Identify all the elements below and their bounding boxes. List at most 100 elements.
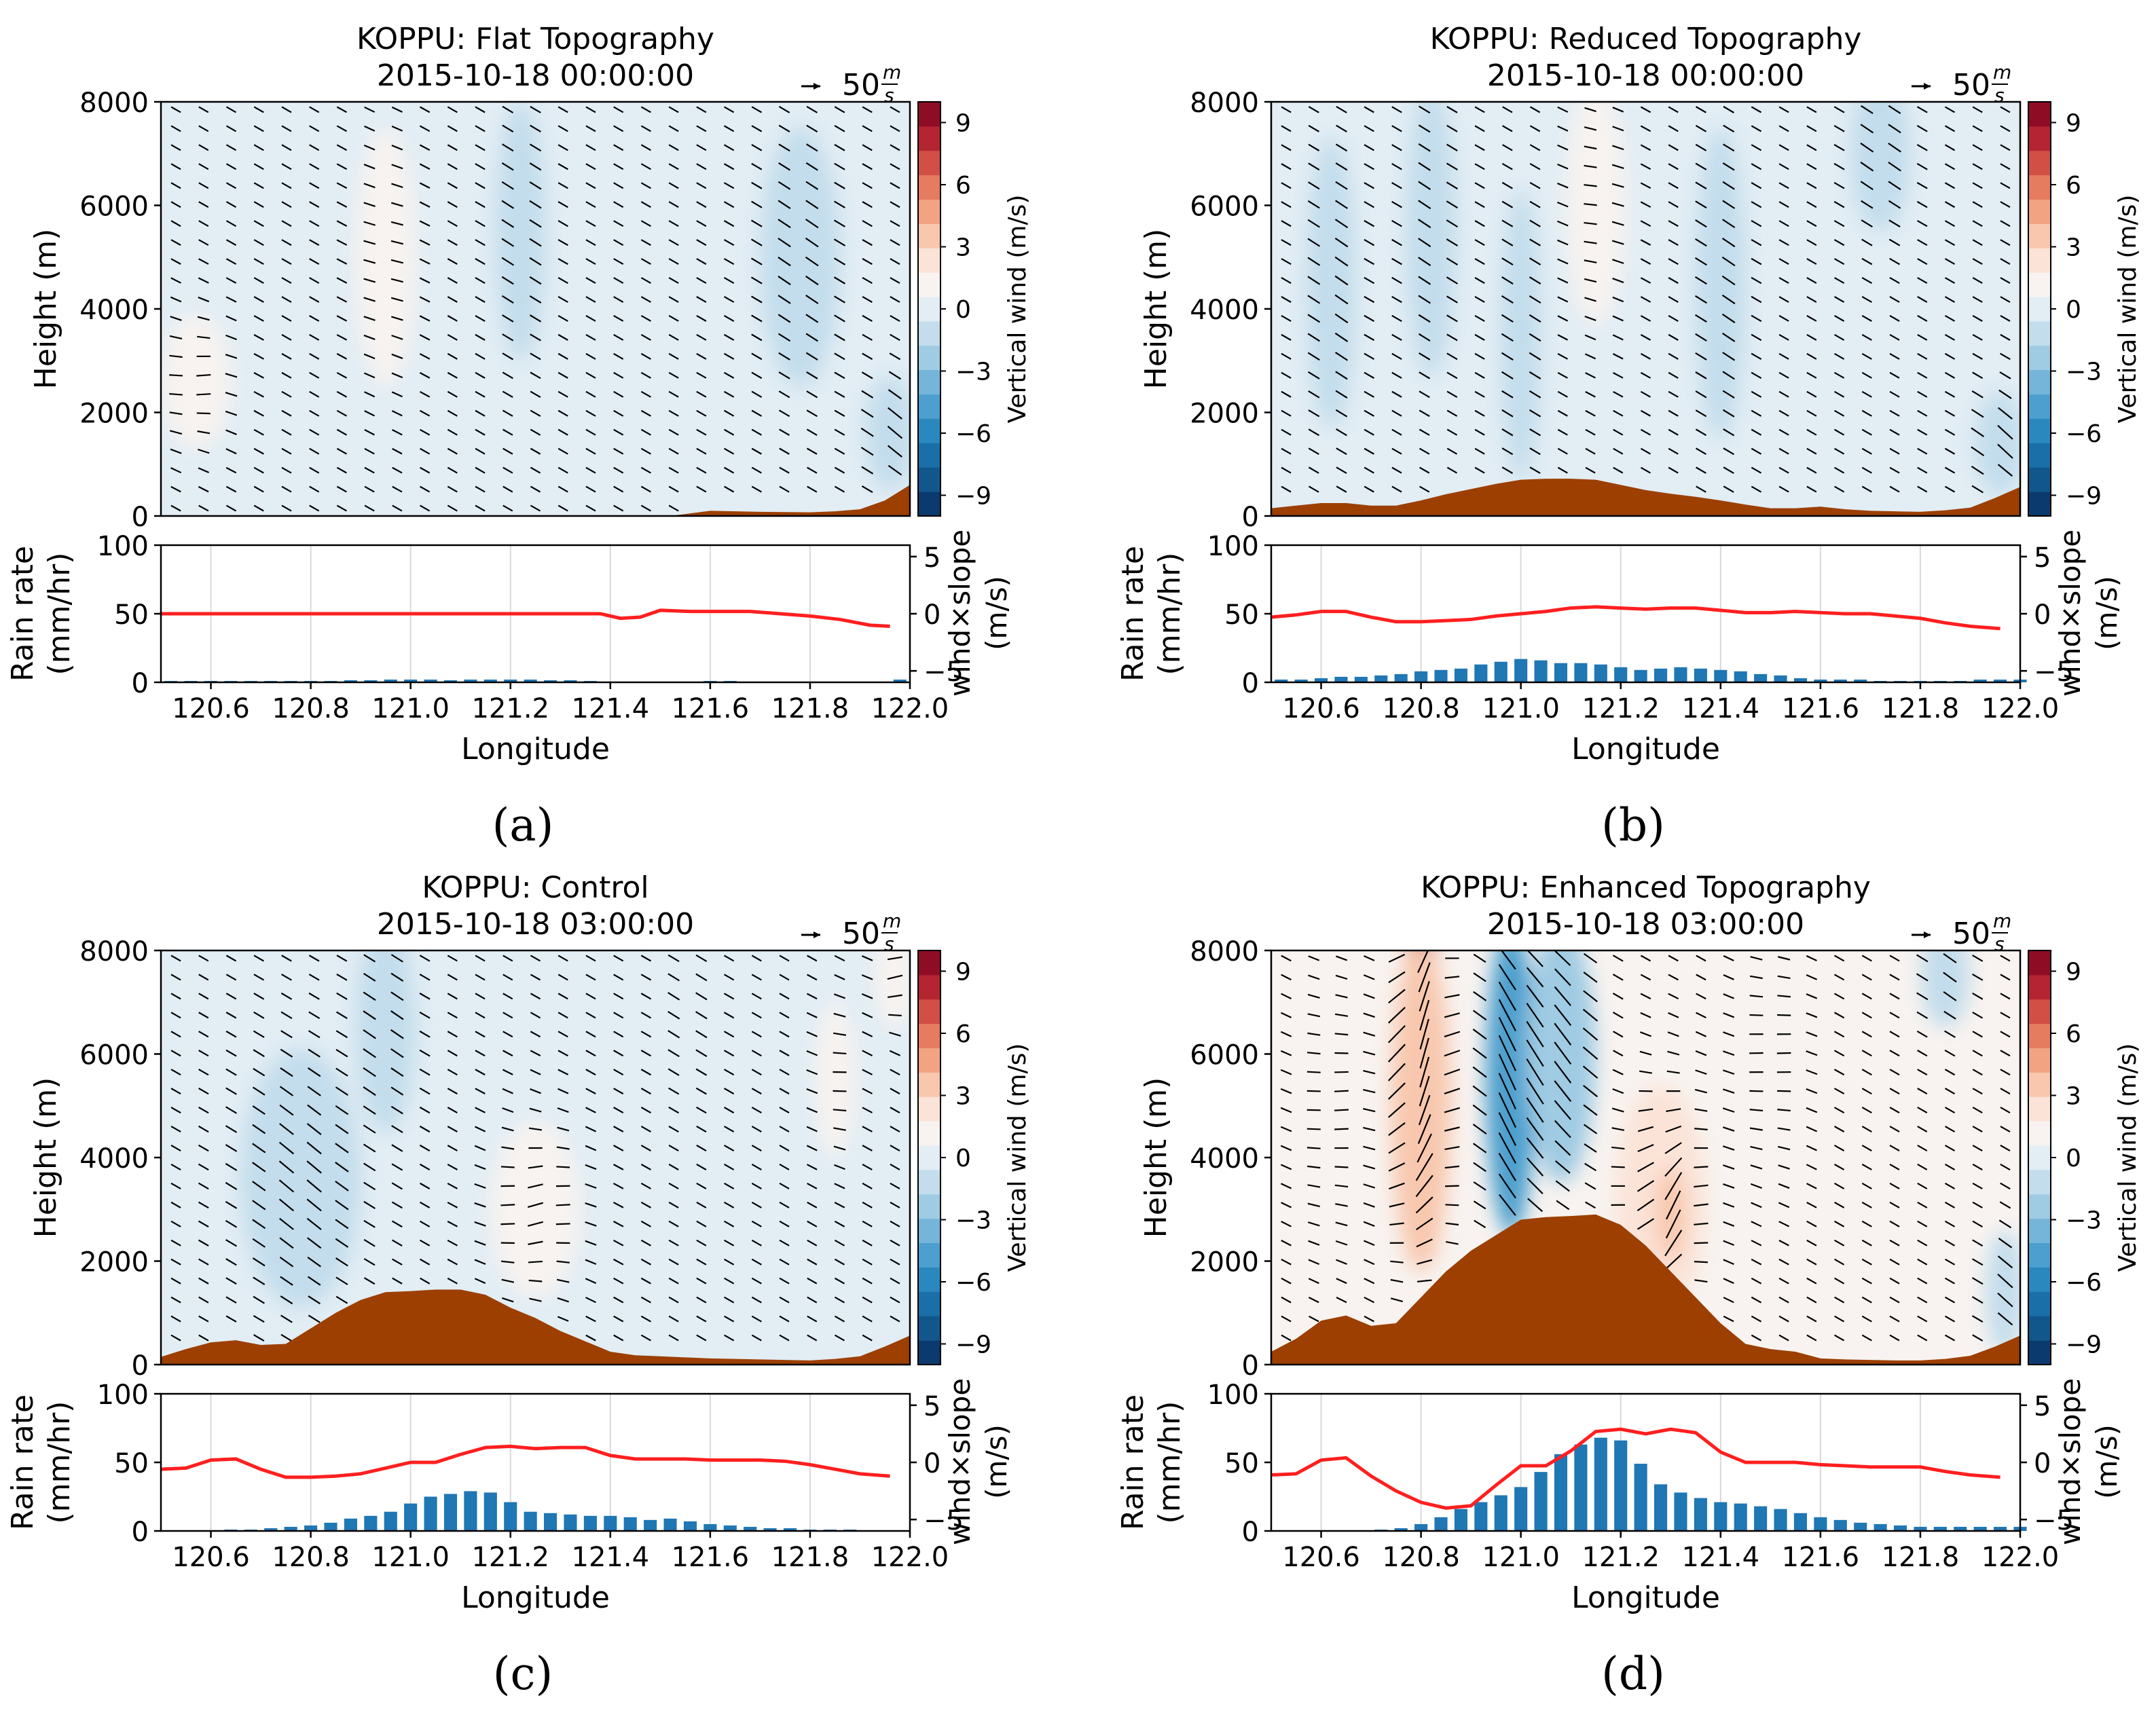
wind-vector (1668, 277, 1679, 284)
rain-bar (1594, 1437, 1607, 1531)
wind-vector (1778, 296, 1789, 303)
wind-vector (557, 1126, 570, 1132)
wind-vector (890, 1296, 900, 1304)
wind-vector (1917, 1088, 1928, 1095)
wind-vector (1668, 106, 1679, 113)
wind-vector (833, 257, 846, 265)
wind-vector (1388, 1162, 1406, 1172)
wind-vector (1639, 1070, 1653, 1074)
wind-vector (1364, 1296, 1375, 1304)
wind-vector (225, 466, 237, 474)
wind-vector (1281, 390, 1292, 398)
wind-vector (1308, 106, 1319, 113)
wind-vector (1474, 182, 1485, 189)
wind-vector (1474, 220, 1485, 227)
wind-vector (1944, 163, 1956, 170)
wind-vector (447, 296, 458, 303)
wind-vector (530, 1069, 541, 1075)
wind-vector (447, 333, 458, 341)
wind-vector (668, 466, 679, 474)
wind-vector (1474, 333, 1485, 341)
rain-bar (723, 1525, 737, 1531)
wind-vector (1668, 258, 1679, 265)
wind-vector (668, 1296, 679, 1304)
wind-vector (447, 277, 458, 284)
wind-vector (696, 1164, 707, 1170)
wind-vector (724, 1145, 735, 1151)
wind-vector (1861, 447, 1872, 455)
wind-vector (668, 1239, 679, 1246)
wind-vector (1751, 106, 1762, 113)
wind-vector (1917, 447, 1928, 455)
vertical-wind-anomaly (1406, 102, 1457, 377)
wind-vector (335, 1011, 348, 1019)
wind-vector (1308, 162, 1320, 171)
wind-vector (1694, 1279, 1708, 1283)
wind-vector (1696, 466, 1706, 474)
wind-vector (834, 428, 845, 436)
wind-vector (1971, 1277, 1984, 1285)
wind-vector (198, 1296, 209, 1304)
wind-vector (779, 1315, 790, 1323)
wind-vector (805, 181, 819, 190)
wind-vector (890, 1088, 900, 1095)
x-tick-label: 121.6 (672, 693, 750, 724)
wind-vector (1889, 1258, 1900, 1265)
wind-vector (225, 410, 238, 416)
wind-vector (558, 314, 568, 322)
wind-vector (696, 1182, 707, 1189)
wind-vector (1499, 1194, 1516, 1216)
wind-vector (1944, 485, 1956, 493)
wind-vector (419, 1220, 431, 1227)
wind-vector (1612, 993, 1624, 1000)
colorbar-segment (918, 1121, 940, 1146)
wind-vector (1335, 1221, 1348, 1227)
wind-vector (723, 314, 735, 322)
wind-vector (225, 163, 237, 170)
wind-vector (197, 430, 211, 435)
wind-vector (1917, 1145, 1928, 1151)
wind-vector (530, 1031, 541, 1038)
wind-vector (696, 371, 707, 379)
wind-vector (447, 1031, 458, 1038)
wind-vector (1806, 163, 1817, 170)
wind-vector (751, 125, 763, 132)
rain-bar (1973, 679, 1987, 682)
wind-vectors (1281, 105, 2013, 494)
wind-vector (528, 1260, 543, 1263)
wind-vector (198, 1050, 209, 1057)
slope-axis-label-line1: wind×slope (943, 530, 976, 697)
wind-vector (1972, 144, 1983, 151)
wind-vector (501, 162, 514, 171)
wind-vector (2000, 352, 2011, 361)
wind-vector (585, 1088, 596, 1094)
wind-vector (280, 1333, 293, 1342)
wind-vector (723, 352, 735, 360)
wind-vector (1916, 992, 1929, 1001)
wind-vector (1474, 163, 1485, 170)
wind-vector (391, 1201, 403, 1209)
wind-vector (1806, 485, 1817, 493)
wind-vector (1806, 409, 1817, 417)
wind-vector (307, 1104, 322, 1116)
wind-vector (806, 390, 818, 399)
wind-vector (889, 1050, 901, 1056)
vertical-wind-field (161, 950, 910, 1365)
wind-vector (1582, 1046, 1598, 1060)
wind-vector (640, 504, 651, 512)
wind-vector (529, 162, 542, 171)
rain-bar (344, 680, 357, 682)
wind-vector (225, 429, 237, 435)
wind-vector (1667, 1050, 1680, 1056)
x-axis-label: Longitude (461, 1581, 610, 1615)
wind-vector (1889, 1239, 1900, 1246)
colorbar-segment (2028, 394, 2051, 419)
wind-vector (1722, 409, 1735, 418)
wind-vector (862, 295, 873, 303)
wind-vector (335, 1257, 348, 1267)
wind-vector (1308, 124, 1319, 132)
wind-vector (253, 372, 264, 379)
wind-vector (1640, 390, 1651, 398)
